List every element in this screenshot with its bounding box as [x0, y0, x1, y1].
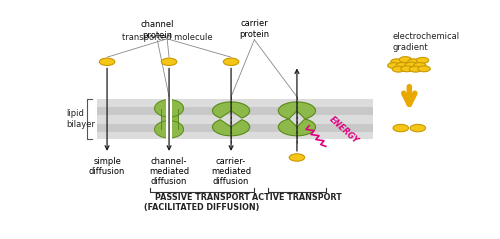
Text: PASSIVE TRANSPORT
(FACILITATED DIFFUSION): PASSIVE TRANSPORT (FACILITATED DIFFUSION… [144, 193, 260, 212]
Text: simple
diffusion: simple diffusion [89, 157, 125, 176]
Circle shape [401, 66, 413, 72]
Text: electrochemical
gradient: electrochemical gradient [392, 32, 460, 52]
Wedge shape [212, 102, 250, 118]
FancyBboxPatch shape [160, 109, 178, 129]
Text: ACTIVE TRANSPORT: ACTIVE TRANSPORT [252, 193, 342, 202]
FancyBboxPatch shape [98, 107, 372, 115]
Text: carrier-
mediated
diffusion: carrier- mediated diffusion [211, 157, 251, 186]
Wedge shape [278, 119, 316, 136]
Circle shape [416, 57, 428, 63]
Circle shape [418, 66, 430, 72]
Text: ENERGY: ENERGY [327, 115, 360, 146]
Circle shape [410, 66, 422, 72]
Text: carrier
protein: carrier protein [240, 19, 270, 39]
Circle shape [224, 58, 239, 65]
Circle shape [399, 57, 411, 63]
Text: channel
protein: channel protein [140, 20, 174, 40]
Circle shape [410, 124, 426, 132]
Circle shape [396, 63, 408, 68]
Wedge shape [212, 120, 250, 136]
Text: lipid
bilayer: lipid bilayer [66, 109, 96, 129]
FancyBboxPatch shape [98, 99, 372, 139]
Circle shape [388, 63, 400, 68]
Wedge shape [278, 102, 316, 119]
Circle shape [100, 58, 115, 65]
FancyBboxPatch shape [166, 98, 172, 140]
Circle shape [390, 59, 403, 65]
Circle shape [289, 154, 304, 161]
Text: transported molecule: transported molecule [122, 33, 212, 42]
Circle shape [393, 124, 408, 132]
Text: channel-
mediated
diffusion: channel- mediated diffusion [149, 157, 189, 186]
Ellipse shape [154, 121, 184, 138]
Circle shape [408, 59, 420, 65]
Circle shape [162, 58, 177, 65]
Circle shape [392, 66, 404, 72]
Circle shape [405, 62, 417, 68]
FancyBboxPatch shape [98, 124, 372, 132]
Circle shape [414, 63, 426, 68]
Ellipse shape [154, 100, 184, 117]
